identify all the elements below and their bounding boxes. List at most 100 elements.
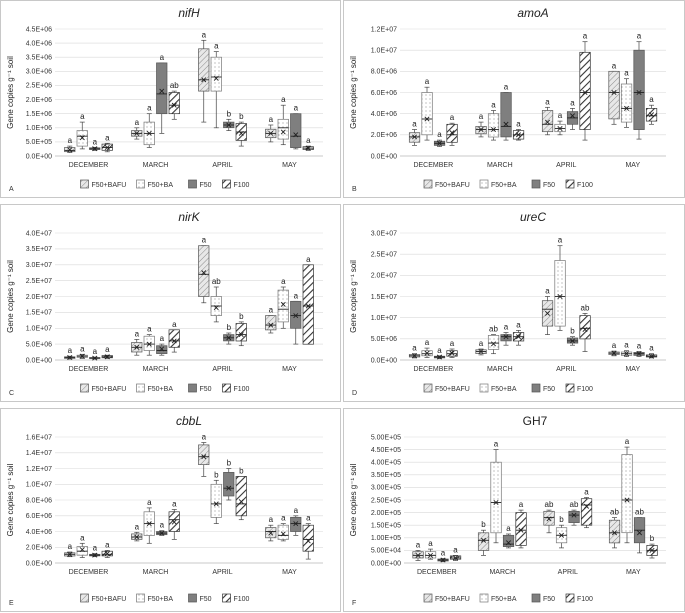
mean-marker xyxy=(478,126,484,133)
mean-marker xyxy=(268,530,274,536)
box-f50-ba xyxy=(620,83,633,123)
mean-marker xyxy=(624,497,630,503)
box-f100 xyxy=(235,323,247,342)
category-label: MARCH xyxy=(143,162,169,169)
box-f50 xyxy=(568,510,580,523)
significance-letter: b xyxy=(227,109,232,118)
panel-letter: A xyxy=(9,186,14,193)
significance-letter: a xyxy=(437,130,442,139)
y-tick-label: 1.6E+07 xyxy=(26,434,52,441)
box-f50 xyxy=(156,62,168,115)
legend-swatch xyxy=(479,383,489,393)
category-label: MARCH xyxy=(143,569,169,576)
category-label: APRIL xyxy=(212,366,232,373)
significance-letter: a xyxy=(281,277,286,286)
box-f50-ba xyxy=(277,524,289,540)
y-axis-label: Gene copies g⁻¹ soil xyxy=(6,56,15,129)
mean-marker xyxy=(92,355,98,361)
mean-marker xyxy=(623,351,630,357)
legend-label: F100 xyxy=(577,596,593,603)
legend-label: F50 xyxy=(543,386,555,393)
significance-letter: a xyxy=(504,323,509,332)
legend-label: F50 xyxy=(200,596,212,603)
box-f50-ba xyxy=(210,483,222,518)
mean-marker xyxy=(213,75,219,81)
mean-marker xyxy=(636,89,642,96)
legend-label: F100 xyxy=(234,596,250,603)
category-label: DECEMBER xyxy=(417,569,457,576)
legend-swatch xyxy=(136,593,145,603)
legend-label: F100 xyxy=(234,386,250,393)
legend-label: F50+BA xyxy=(491,596,517,603)
legend-label: F50+BA xyxy=(491,182,517,189)
significance-letter: a xyxy=(584,488,589,497)
significance-letter: a xyxy=(612,61,617,70)
panel-a: nifH 0.0E+00 5.0E+05 1.0E+06 1.5E+06 2.0E+06 2… xyxy=(0,0,341,198)
significance-letter: a xyxy=(624,69,629,78)
y-tick-label: 1.0E+07 xyxy=(371,48,397,55)
legend-label: F50+BA xyxy=(148,596,174,603)
mean-marker xyxy=(623,105,630,111)
significance-letter: a xyxy=(68,542,73,551)
significance-letter: b xyxy=(570,327,575,336)
mean-marker xyxy=(503,121,509,127)
mean-marker xyxy=(238,332,244,338)
mean-marker xyxy=(424,350,430,356)
y-tick-label: 2.0E+06 xyxy=(26,97,52,104)
significance-letter: a xyxy=(558,111,563,120)
mean-marker xyxy=(515,132,522,138)
significance-letter: a xyxy=(491,101,496,110)
category-label: DECEMBER xyxy=(69,366,109,373)
significance-letter: a xyxy=(281,514,286,523)
significance-letter: a xyxy=(294,506,299,515)
significance-letter: b xyxy=(239,112,244,121)
mean-marker xyxy=(104,551,110,557)
mean-marker xyxy=(515,334,522,340)
box-f100 xyxy=(302,264,314,345)
mean-marker xyxy=(280,301,286,307)
significance-letter: a xyxy=(583,32,588,41)
significance-letter: a xyxy=(479,112,484,121)
mean-marker xyxy=(648,353,655,359)
y-tick-label: 3.0E+06 xyxy=(26,69,52,76)
y-tick-label: 1.50E+05 xyxy=(371,523,401,530)
mean-marker xyxy=(201,454,207,460)
mean-marker xyxy=(557,293,563,300)
significance-letter: ab xyxy=(489,325,498,334)
chart-c: nirK 0.0E+00 5.0E+06 1.0E+07 1.5E+07 2.0E+07 2… xyxy=(6,210,323,397)
significance-letter: a xyxy=(93,137,98,146)
significance-letter: ab xyxy=(212,277,221,286)
legend-swatch xyxy=(80,383,89,393)
y-tick-label: 1.5E+07 xyxy=(371,294,397,301)
box-f50-bafu xyxy=(477,532,490,551)
box-f100 xyxy=(168,329,180,348)
legend-swatch xyxy=(479,593,489,603)
y-axis-label: Gene copies g⁻¹ soil xyxy=(349,260,358,333)
category-label: MARCH xyxy=(487,162,513,169)
mean-marker xyxy=(544,310,551,316)
panel-b: amoA 0.0E+00 2.0E+06 4.0E+06 6.0E+06 8.0E+06 1… xyxy=(343,0,685,198)
mean-marker xyxy=(104,354,110,360)
significance-letter: b xyxy=(481,520,486,529)
significance-letter: ab xyxy=(170,81,179,90)
mean-marker xyxy=(415,552,421,558)
y-tick-label: 2.00E+05 xyxy=(371,510,401,517)
legend-label: F50+BAFU xyxy=(92,596,127,603)
y-axis-label: Gene copies g⁻¹ soil xyxy=(349,56,358,129)
chart-title: cbbL xyxy=(176,414,202,428)
y-tick-label: 4.5E+06 xyxy=(26,26,52,33)
category-label: APRIL xyxy=(556,366,576,373)
y-tick-label: 1.2E+07 xyxy=(26,466,52,473)
mean-marker xyxy=(134,130,140,136)
mean-marker xyxy=(569,338,576,344)
mean-marker xyxy=(268,322,274,328)
significance-letter: ab xyxy=(610,508,619,517)
mean-marker xyxy=(546,516,552,522)
mean-marker xyxy=(238,130,244,136)
mean-marker xyxy=(583,503,590,509)
chart-d: ureC 0.0E+00 5.0E+06 1.0E+07 1.5E+07 2.0E+07 2… xyxy=(349,210,666,397)
y-tick-label: 4.0E+06 xyxy=(26,529,52,536)
legend-swatch xyxy=(222,179,231,189)
chart-b: amoA 0.0E+00 2.0E+06 4.0E+06 6.0E+06 8.0E+06 1… xyxy=(349,6,666,193)
y-tick-label: 1.2E+07 xyxy=(371,26,397,33)
